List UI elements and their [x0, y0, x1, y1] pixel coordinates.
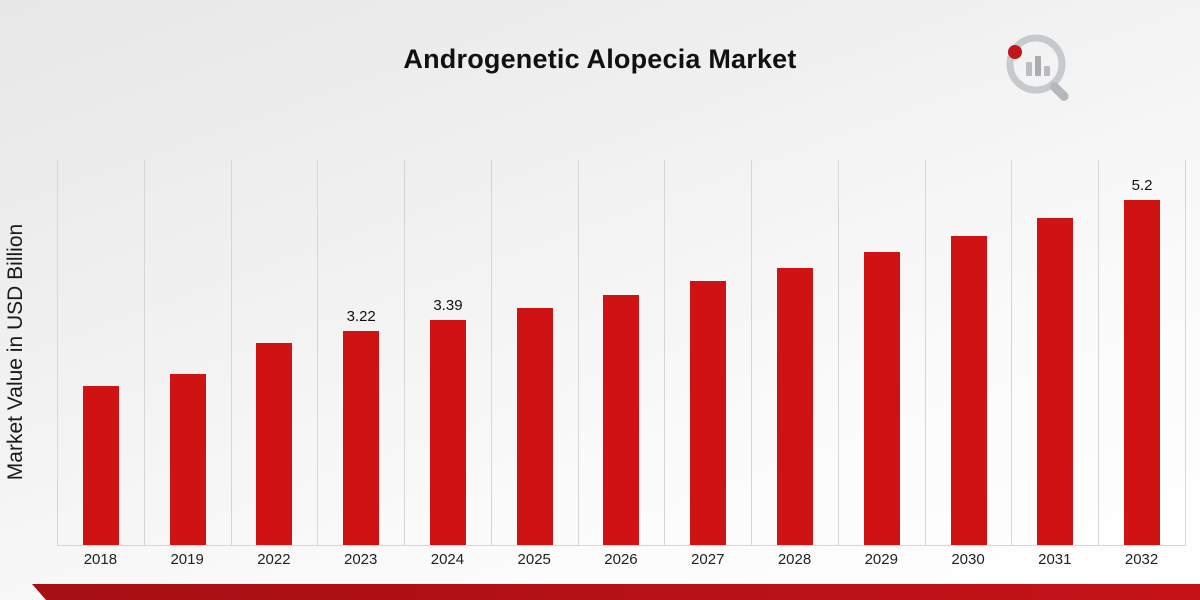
bar-2030: [950, 236, 987, 545]
x-tick-2022: 2022: [257, 551, 291, 568]
x-tick-2024: 2024: [430, 551, 465, 568]
chart-column: [752, 160, 839, 545]
bottom-accent-stripe: [32, 584, 1200, 600]
chart-column: [492, 160, 579, 545]
bar-2032: [1124, 200, 1161, 545]
market-research-logo-icon: [1006, 34, 1069, 101]
x-tick-2019: 2019: [170, 551, 204, 568]
chart-column: 5.2: [1099, 160, 1186, 545]
bar-value-label: 5.2: [1131, 177, 1153, 194]
x-tick-2029: 2029: [864, 551, 898, 568]
bar-2023: [343, 331, 380, 545]
chart-column: [926, 160, 1013, 545]
bar-2019: [169, 374, 206, 545]
bar-value-label: 3.22: [346, 308, 376, 325]
bar-chart: 3.22 3.39 5.2: [57, 160, 1186, 546]
x-axis: 2018 2019 2022 2023 2024 2025 2026 2027 2028 2029…: [57, 551, 1185, 568]
bar-2026: [603, 295, 640, 545]
x-tick-2032: 2032: [1124, 551, 1159, 568]
chart-column: 3.39: [405, 160, 492, 545]
chart-title: Androgenetic Alopecia Market: [403, 44, 797, 74]
bar-2027: [690, 281, 727, 545]
bar-2024: [429, 320, 466, 545]
bar-2025: [516, 308, 553, 545]
bar-2018: [82, 386, 119, 545]
chart-column: [579, 160, 666, 545]
x-tick-2030: 2030: [951, 551, 985, 568]
bar-2022: [256, 343, 293, 545]
chart-column: [839, 160, 926, 545]
x-tick-2023: 2023: [343, 551, 378, 568]
bar-2028: [777, 268, 813, 545]
x-tick-2028: 2028: [777, 551, 812, 568]
x-tick-2027: 2027: [691, 551, 725, 568]
bar-2029: [863, 252, 900, 545]
chart-column: [232, 160, 319, 545]
x-tick-2025: 2025: [517, 551, 551, 568]
y-axis-label: Market Value in USD Billion: [4, 223, 27, 481]
x-tick-2018: 2018: [83, 551, 118, 568]
bar-2031: [1037, 218, 1074, 545]
chart-column: [58, 160, 145, 545]
chart-column: 3.22: [318, 160, 406, 545]
chart-column: [665, 160, 753, 545]
bar-value-label: 3.39: [433, 297, 463, 314]
chart-column: [1012, 160, 1100, 545]
chart-column: [145, 160, 232, 545]
x-tick-2026: 2026: [604, 551, 638, 568]
x-tick-2031: 2031: [1038, 551, 1072, 568]
